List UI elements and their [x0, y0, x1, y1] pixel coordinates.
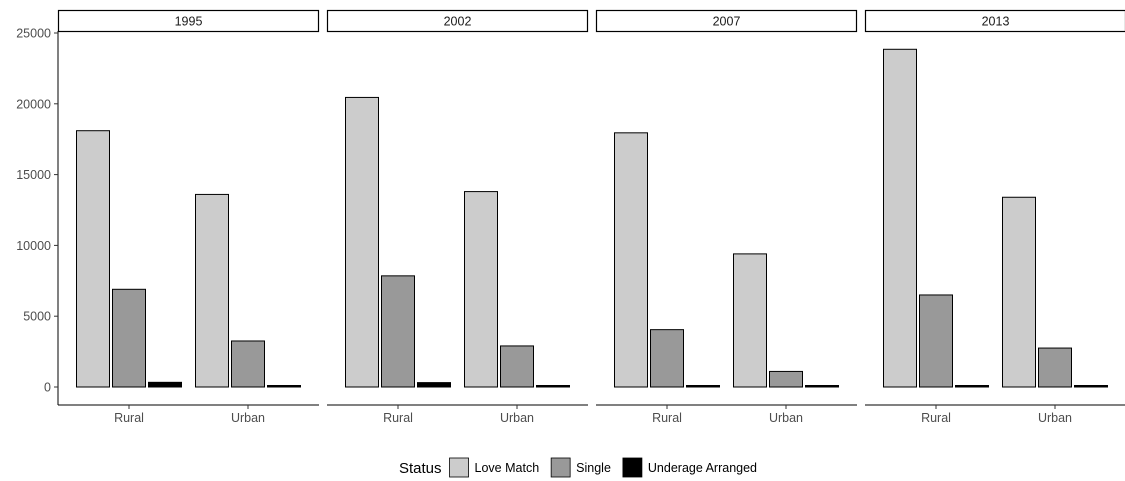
- legend-label: Underage Arranged: [648, 461, 757, 475]
- facet-strip: [326, 9, 589, 33]
- facet-panel: 2002 Rural Urban: [326, 9, 589, 425]
- bar: [1038, 347, 1072, 388]
- x-tick-label: Urban: [500, 411, 534, 425]
- x-tick-label: Rural: [652, 411, 682, 425]
- facet-strip: [595, 9, 858, 33]
- facet-panel: 2007 Rural Urban: [595, 9, 858, 425]
- x-tick-label: Urban: [1038, 411, 1072, 425]
- x-tick-label: Urban: [769, 411, 803, 425]
- legend: Status Love Match Single Underage Arranged: [399, 457, 757, 478]
- facet-panel: 1995 Rural Urban: [57, 9, 320, 425]
- facet-strip-label: 1995: [175, 15, 203, 29]
- bar: [883, 48, 917, 388]
- bar: [345, 96, 379, 388]
- legend-title: Status: [399, 460, 442, 477]
- chart-panels: 1995 Rural Urban 2002 Rural Urban 2007 Rural Urb…: [57, 9, 1125, 425]
- facet-strip: [864, 9, 1125, 33]
- legend-key: [449, 457, 469, 478]
- bar: [112, 288, 146, 388]
- bar: [919, 294, 953, 388]
- x-tick-label: Rural: [921, 411, 951, 425]
- y-axis: 0 5000 10000 15000 20000 25000: [16, 27, 59, 405]
- bar: [1074, 385, 1108, 388]
- bar: [805, 385, 839, 388]
- facet-strip-label: 2013: [982, 15, 1010, 29]
- y-tick-label: 25000: [16, 27, 51, 41]
- bar: [733, 253, 767, 388]
- bar: [500, 345, 534, 388]
- legend-label: Single: [576, 461, 611, 475]
- bar: [769, 370, 803, 388]
- bar: [955, 385, 989, 388]
- bar: [1002, 196, 1036, 388]
- bar: [614, 132, 648, 388]
- bar: [417, 382, 451, 388]
- legend-key: [550, 457, 571, 478]
- bar: [148, 381, 182, 388]
- bar: [76, 130, 110, 388]
- bar: [381, 275, 415, 388]
- legend-key: [622, 457, 643, 478]
- facet-strip-label: 2002: [444, 15, 472, 29]
- bar: [536, 385, 570, 388]
- facet-strip: [57, 9, 320, 33]
- y-tick-label: 20000: [16, 97, 51, 111]
- y-tick-label: 15000: [16, 168, 51, 182]
- x-tick-label: Urban: [231, 411, 265, 425]
- bar: [686, 385, 720, 388]
- y-tick-label: 5000: [23, 310, 51, 324]
- facet-panel: 2013 Rural Urban: [864, 9, 1125, 425]
- bar: [464, 191, 498, 388]
- y-tick-label: 0: [44, 381, 51, 395]
- facet-strip-label: 2007: [713, 15, 741, 29]
- x-tick-label: Rural: [114, 411, 144, 425]
- bar: [231, 340, 265, 388]
- legend-label: Love Match: [475, 461, 540, 475]
- bar: [267, 385, 301, 388]
- x-tick-label: Rural: [383, 411, 413, 425]
- y-tick-label: 10000: [16, 239, 51, 253]
- bar: [195, 193, 229, 388]
- bar: [650, 329, 684, 388]
